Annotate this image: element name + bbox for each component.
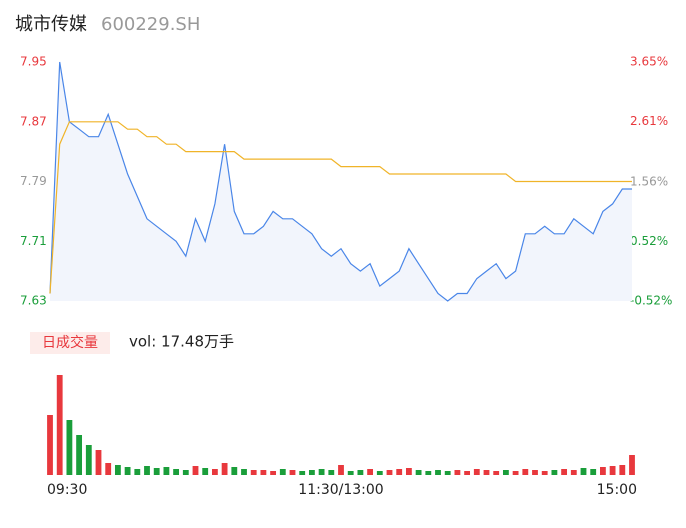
volume-bar — [76, 435, 83, 475]
volume-bar — [629, 455, 635, 475]
volume-bar — [405, 468, 412, 475]
volume-bar — [47, 415, 53, 475]
volume-bar — [182, 470, 189, 475]
volume-bar — [153, 468, 160, 475]
y-tick-label: 7.71 — [20, 234, 47, 248]
volume-label-box — [30, 332, 110, 354]
volume-bar — [221, 463, 228, 475]
volume-bar — [105, 463, 112, 475]
volume-bar — [318, 469, 325, 475]
volume-bar — [551, 470, 558, 475]
volume-bar — [609, 466, 616, 475]
volume-bar — [299, 471, 306, 475]
x-tick-label: 09:30 — [47, 482, 87, 498]
volume-bar — [85, 445, 92, 475]
volume-bar — [357, 470, 364, 475]
x-tick-label: 15:00 — [597, 482, 637, 498]
y2-tick-label: 0.52% — [630, 234, 668, 248]
volume-bar — [289, 470, 296, 475]
volume-bar — [308, 470, 315, 475]
volume-bar — [211, 469, 218, 475]
volume-bar — [338, 465, 344, 475]
volume-bar — [464, 471, 471, 475]
volume-bar — [473, 469, 480, 475]
volume-bar — [396, 469, 403, 475]
volume-bar — [570, 470, 577, 475]
volume-bar — [144, 466, 150, 475]
volume-bar — [241, 469, 247, 475]
volume-bar — [425, 471, 432, 475]
volume-bar — [279, 469, 286, 475]
volume-bar — [493, 471, 500, 475]
volume-bar — [114, 465, 121, 475]
volume-bar — [454, 470, 461, 475]
volume-bar — [522, 469, 529, 475]
volume-bar — [444, 471, 451, 475]
volume-bar — [124, 467, 131, 475]
price-area — [50, 62, 632, 301]
volume-bar — [590, 469, 597, 475]
volume-bar — [173, 469, 180, 475]
y-tick-label: 7.87 — [20, 114, 47, 128]
y2-tick-label: 2.61% — [630, 114, 668, 128]
volume-bar — [512, 471, 519, 475]
volume-bar — [270, 471, 277, 475]
volume-bar — [202, 468, 209, 475]
volume-bar — [386, 470, 393, 475]
volume-summary: vol: 17.48万手 — [129, 333, 234, 351]
volume-bar — [376, 471, 383, 475]
volume-bar — [483, 470, 490, 475]
volume-bar — [260, 470, 267, 475]
volume-bar — [532, 470, 538, 475]
volume-bar — [347, 471, 354, 475]
volume-bar — [502, 470, 509, 475]
volume-bar — [561, 469, 568, 475]
volume-bar — [56, 375, 63, 475]
y-tick-label: 7.79 — [20, 174, 47, 188]
volume-bar — [163, 467, 170, 475]
volume-bar — [415, 470, 422, 475]
y-tick-label: 7.63 — [20, 294, 47, 308]
y2-tick-label: -0.52% — [630, 294, 672, 308]
y-tick-label: 7.95 — [20, 55, 47, 69]
volume-bar — [231, 467, 238, 475]
stock-name: 城市传媒 — [15, 14, 87, 35]
volume-bar — [435, 470, 441, 475]
average-line — [49, 121, 632, 294]
volume-bar — [599, 467, 606, 475]
volume-bar — [541, 471, 548, 475]
x-tick-label: 11:30/13:00 — [298, 482, 383, 498]
volume-bar — [192, 466, 199, 475]
volume-bar — [619, 465, 626, 475]
volume-bar — [580, 468, 587, 475]
price-line — [49, 61, 632, 302]
y2-tick-label: 1.56% — [630, 174, 668, 188]
volume-bar — [328, 470, 335, 475]
volume-bar — [66, 420, 73, 475]
volume-label: 日成交量 — [42, 334, 98, 351]
volume-bar — [95, 450, 102, 475]
y2-tick-label: 3.65% — [630, 55, 668, 69]
volume-bar — [367, 469, 374, 475]
volume-bar — [134, 469, 141, 475]
stock-code: 600229.SH — [101, 14, 200, 35]
volume-bar — [250, 470, 257, 475]
